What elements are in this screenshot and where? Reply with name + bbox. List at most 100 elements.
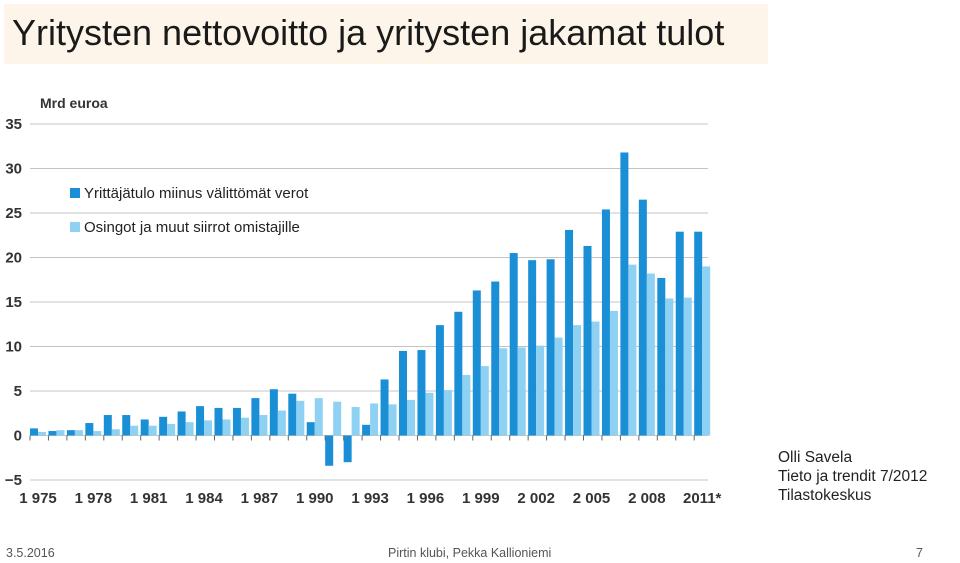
credit-org: Tilastokeskus	[778, 487, 872, 504]
footer-date: 3.5.2016	[6, 546, 55, 560]
x-tick-label: 1 975	[19, 490, 57, 507]
bar-yrittajatulo	[48, 431, 57, 436]
y-axis-label: Mrd euroa	[40, 95, 108, 111]
bar-yrittajatulo	[288, 393, 297, 436]
bar-osingot	[407, 399, 415, 436]
x-tick-label: 2 008	[628, 490, 666, 507]
y-tick-label: 30	[5, 161, 22, 178]
bar-yrittajatulo	[232, 407, 241, 436]
x-tick-label: 1 984	[185, 490, 223, 507]
bar-yrittajatulo	[454, 311, 463, 436]
x-tick-label: 1 990	[296, 490, 334, 507]
bar-yrittajatulo	[694, 231, 703, 436]
bar-osingot	[554, 337, 563, 436]
bar-yrittajatulo	[417, 350, 426, 436]
y-tick-labels: 35 30 25 20 15 10 5 0 −5	[5, 116, 22, 489]
grid-lines	[30, 123, 708, 481]
bar-yrittajatulo	[565, 229, 574, 436]
bar-yrittajatulo	[601, 209, 610, 436]
bar-osingot	[462, 374, 471, 436]
x-tick-label: 1 996	[407, 490, 445, 507]
bar-yrittajatulo	[343, 435, 352, 463]
bar-osingot	[185, 422, 194, 436]
bar-yrittajatulo	[675, 231, 684, 436]
bar-osingot	[499, 348, 508, 436]
bar-osingot	[609, 310, 618, 436]
title-box: Yritysten nettovoitto ja yritysten jakam…	[4, 4, 768, 64]
y-tick-label: 25	[5, 205, 22, 222]
bar-osingot	[240, 417, 249, 436]
bar-yrittajatulo	[66, 430, 75, 436]
bar-yrittajatulo	[306, 422, 315, 436]
y-tick-label: 15	[5, 294, 22, 311]
x-tick-label: 1 978	[75, 490, 113, 507]
legend-swatch	[70, 188, 80, 198]
bar-osingot	[536, 345, 545, 436]
bar-osingot	[628, 264, 637, 436]
bar-osingot	[573, 325, 582, 436]
bar-osingot	[351, 407, 360, 436]
bar-osingot	[296, 400, 305, 436]
bar-yrittajatulo	[583, 245, 592, 436]
bar-osingot	[517, 347, 526, 436]
y-tick-label: 5	[14, 383, 22, 400]
bar-yrittajatulo	[122, 415, 131, 436]
x-tick-label: 1 999	[462, 490, 500, 507]
y-tick-label: 35	[5, 116, 22, 133]
footer-center: Pirtin klubi, Pekka Kallioniemi	[388, 546, 552, 560]
slide-title: Yritysten nettovoitto ja yritysten jakam…	[12, 12, 725, 53]
bar-yrittajatulo	[380, 379, 389, 436]
bar-osingot	[314, 398, 323, 436]
bar-osingot	[222, 419, 231, 436]
bar-osingot	[683, 297, 692, 436]
y-tick-label: −5	[5, 472, 22, 489]
bar-yrittajatulo	[638, 199, 647, 436]
bar-yrittajatulo	[528, 260, 537, 436]
bar-yrittajatulo	[546, 259, 555, 436]
bar-yrittajatulo	[177, 411, 186, 436]
x-tick-label: 2 002	[517, 490, 555, 507]
bar-osingot	[167, 423, 176, 436]
bar-yrittajatulo	[491, 281, 500, 436]
bar-yrittajatulo	[214, 407, 223, 436]
bar-osingot	[425, 392, 434, 436]
bar-osingot	[38, 431, 46, 436]
legend-label: Osingot ja muut siirrot omistajille	[84, 219, 300, 236]
bar-yrittajatulo	[325, 435, 334, 466]
legend-label: Yrittäjätulo miinus välittömät verot	[84, 185, 309, 202]
bar-osingot	[93, 431, 102, 436]
bar-yrittajatulo	[472, 290, 481, 436]
x-axis: 1 975 1 978 1 981 1 984 1 987 1 990 1 993 1 996…	[19, 435, 722, 507]
bar-osingot	[388, 404, 397, 436]
bar-osingot	[665, 298, 674, 436]
x-tick-label: 1 981	[130, 490, 168, 507]
bar-osingot	[333, 401, 342, 436]
credit-source: Tieto ja trendit 7/2012	[778, 468, 928, 485]
x-tick-label: 2011*	[683, 490, 722, 507]
bar-osingot	[111, 429, 120, 436]
bar-yrittajatulo	[196, 406, 205, 436]
bar-yrittajatulo	[159, 416, 168, 436]
bar-yrittajatulo	[251, 398, 260, 436]
x-tick-label: 2 005	[573, 490, 611, 507]
bar-yrittajatulo	[657, 277, 666, 436]
bar-osingot	[702, 266, 711, 436]
bar-yrittajatulo	[435, 325, 444, 436]
bar-osingot	[204, 420, 213, 436]
bar-yrittajatulo	[620, 152, 629, 436]
footer-page-number: 7	[916, 546, 923, 560]
bar-osingot	[480, 366, 489, 436]
y-tick-label: 10	[5, 339, 22, 356]
bar-yrittajatulo	[30, 428, 38, 436]
bar-osingot	[370, 403, 379, 436]
y-tick-label: 0	[14, 428, 22, 445]
bar-osingot	[443, 390, 452, 436]
bar-osingot	[259, 415, 268, 436]
bar-yrittajatulo	[140, 419, 149, 436]
x-tick-label: 1 993	[351, 490, 389, 507]
bar-yrittajatulo	[103, 415, 112, 436]
bar-osingot	[646, 273, 655, 436]
bar-osingot	[74, 430, 83, 436]
bar-yrittajatulo	[399, 350, 407, 436]
